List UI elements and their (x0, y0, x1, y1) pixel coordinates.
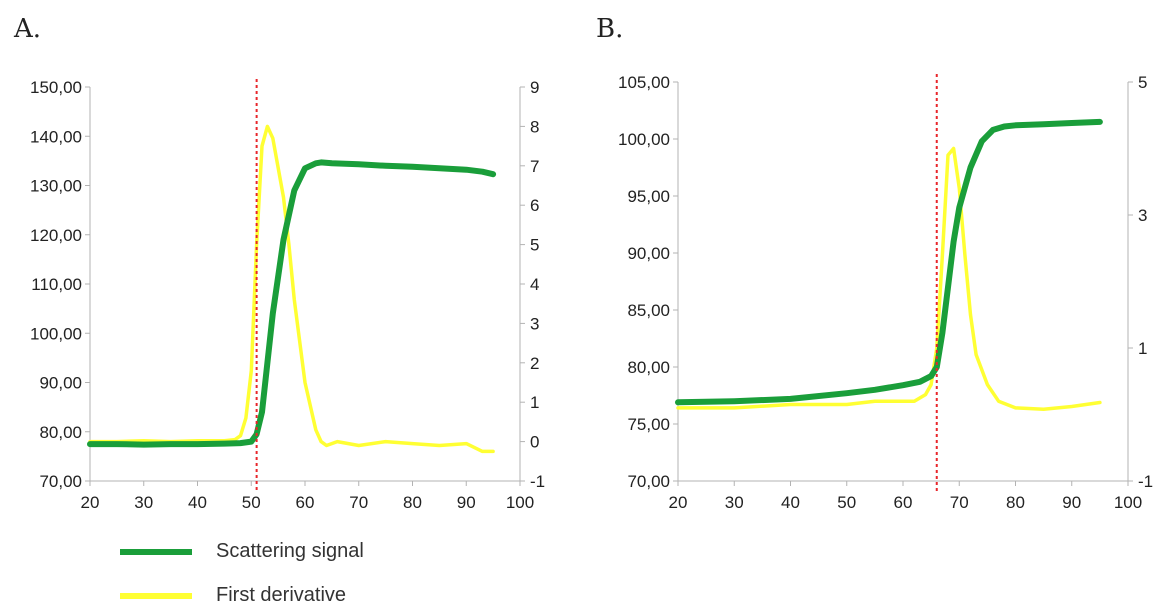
y-right-tick-label: 6 (530, 196, 539, 215)
y-left-tick-label: 85,00 (627, 301, 670, 320)
x-tick-label: 70 (349, 493, 368, 512)
scattering-signal-line (87, 159, 497, 448)
y-left-tick-label: 75,00 (627, 415, 670, 434)
x-tick-label: 40 (781, 493, 800, 512)
y-left-tick-label: 90,00 (627, 244, 670, 263)
legend-label: Scattering signal (216, 540, 364, 562)
x-tick-label: 50 (242, 493, 261, 512)
x-tick-label: 80 (1006, 493, 1025, 512)
x-tick-label: 30 (725, 493, 744, 512)
y-left-tick-label: 140,00 (30, 127, 82, 146)
chart-a: 20 30 40 50 60 70 80 90 10070,0080,0090,00100,00… (30, 78, 545, 512)
axes: 20 30 40 50 60 70 80 90 100 70,00 75,00 80,00 85,00 9… (618, 73, 1153, 512)
y-right-tick-label: 9 (530, 78, 539, 97)
x-tick-label: 50 (837, 493, 856, 512)
y-left-tick-label: 100,00 (618, 130, 670, 149)
x-tick-label: 40 (188, 493, 207, 512)
x-tick-label: 90 (1062, 493, 1081, 512)
chart-b: 20 30 40 50 60 70 80 90 100 70,00 75,00 80,00 85,00 9… (618, 73, 1153, 512)
first-derivative-line (88, 124, 495, 454)
y-right-tick-label: -1 (1138, 472, 1153, 491)
legend-swatch-scattering-signal (120, 548, 192, 555)
y-left-tick-label: 70,00 (627, 472, 670, 491)
y-right-tick-label: 7 (530, 157, 539, 176)
y-right-tick-label: 8 (530, 117, 539, 136)
y-right-tick-label: 1 (530, 393, 539, 412)
x-tick-label: 90 (457, 493, 476, 512)
x-tick-label: 60 (894, 493, 913, 512)
x-tick-label: 30 (134, 493, 153, 512)
y-right-tick-label: 4 (530, 275, 539, 294)
y-left-tick-label: 110,00 (31, 275, 82, 294)
y-right-tick-label: 2 (530, 354, 539, 373)
y-left-tick-label: 80,00 (627, 358, 670, 377)
y-left-tick-label: 130,00 (30, 177, 82, 196)
y-left-tick-label: 95,00 (627, 187, 670, 206)
x-tick-label: 100 (1114, 493, 1142, 512)
first-derivative-line (676, 146, 1102, 411)
y-right-tick-label: -1 (530, 472, 545, 491)
y-left-tick-label: 80,00 (39, 423, 82, 442)
axes: 20 30 40 50 60 70 80 90 10070,0080,0090,00100,00… (30, 78, 545, 512)
legend-item-first-derivative: First derivative (120, 584, 346, 607)
legend-item-scattering-signal: Scattering signal (120, 540, 364, 563)
y-right-tick-label: 3 (530, 314, 539, 333)
y-left-tick-label: 70,00 (39, 472, 82, 491)
y-left-tick-label: 105,00 (618, 73, 670, 92)
x-tick-label: 20 (669, 493, 688, 512)
y-right-tick-label: 3 (1138, 206, 1147, 225)
panel-label-b: B. (596, 14, 624, 44)
x-tick-label: 100 (506, 493, 534, 512)
y-right-tick-label: 5 (530, 236, 539, 255)
y-right-tick-label: 1 (1138, 339, 1147, 358)
legend-swatch-first-derivative (120, 592, 192, 599)
x-tick-label: 60 (296, 493, 315, 512)
legend-label: First derivative (216, 584, 347, 606)
scattering-signal-line (675, 118, 1103, 406)
x-tick-label: 80 (403, 493, 422, 512)
y-left-tick-label: 100,00 (30, 324, 82, 343)
panel-label-a: A. (14, 14, 42, 44)
x-tick-label: 20 (81, 493, 100, 512)
y-left-tick-label: 150,00 (30, 78, 82, 97)
y-right-tick-label: 0 (530, 433, 539, 452)
y-left-tick-label: 120,00 (30, 226, 82, 245)
x-tick-label: 70 (950, 493, 969, 512)
y-right-tick-label: 5 (1138, 73, 1147, 92)
y-left-tick-label: 90,00 (39, 374, 82, 393)
